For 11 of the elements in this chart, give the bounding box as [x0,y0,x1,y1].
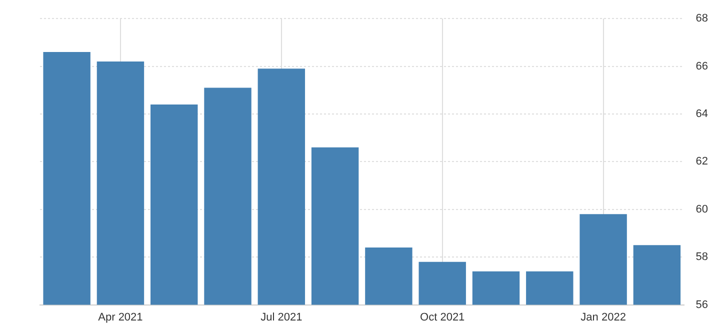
y-tick-label: 66 [696,60,708,72]
y-tick-label: 68 [696,12,708,25]
x-tick-label: Apr 2021 [98,311,143,324]
y-tick-label: 60 [696,203,708,216]
x-tick-label: Jul 2021 [260,311,302,324]
x-tick-label: Oct 2021 [420,311,465,324]
y-tick-label: 62 [696,156,708,168]
y-tick-label: 56 [696,298,708,311]
y-tick-label: 58 [696,251,708,264]
y-tick-label: 64 [696,108,708,120]
x-tick-label: Jan 2022 [580,311,626,324]
